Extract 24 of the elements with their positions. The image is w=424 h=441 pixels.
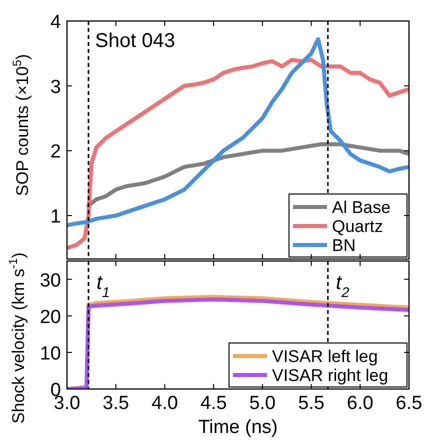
x-tick-label: 6.5 — [396, 393, 422, 414]
x-tick-label: 5.0 — [249, 393, 276, 414]
ref-line-label: t$_{1}$ — [96, 272, 110, 300]
x-tick-label: 5.5 — [298, 393, 324, 414]
legend-label: BN — [332, 236, 356, 255]
x-tick-label: 4.5 — [200, 393, 227, 414]
line-series — [67, 58, 409, 250]
x-axis-title: Time (ns) — [198, 417, 278, 438]
y-tick-label: 1 — [50, 206, 61, 228]
x-tick-label: 3.5 — [102, 393, 130, 414]
y-tick-label: 30 — [40, 270, 61, 292]
legend-label: Quartz — [332, 217, 384, 236]
y-tick-label: 20 — [40, 306, 61, 328]
legend-label: Al Base — [332, 198, 391, 217]
y-tick-label: 3 — [50, 76, 61, 98]
y-tick-label: 10 — [40, 343, 61, 364]
legend-label: VISAR left leg — [272, 347, 378, 366]
ref-line-label: t$_{2}$ — [336, 272, 350, 300]
x-tick-label: 4.0 — [152, 393, 178, 414]
annotation: Shot 043 — [95, 30, 176, 52]
legend-label: VISAR right leg — [272, 366, 388, 385]
y-tick-label: 4 — [50, 12, 62, 33]
x-tick-label: 6.0 — [346, 393, 374, 414]
y-tick-label: 2 — [50, 142, 61, 163]
